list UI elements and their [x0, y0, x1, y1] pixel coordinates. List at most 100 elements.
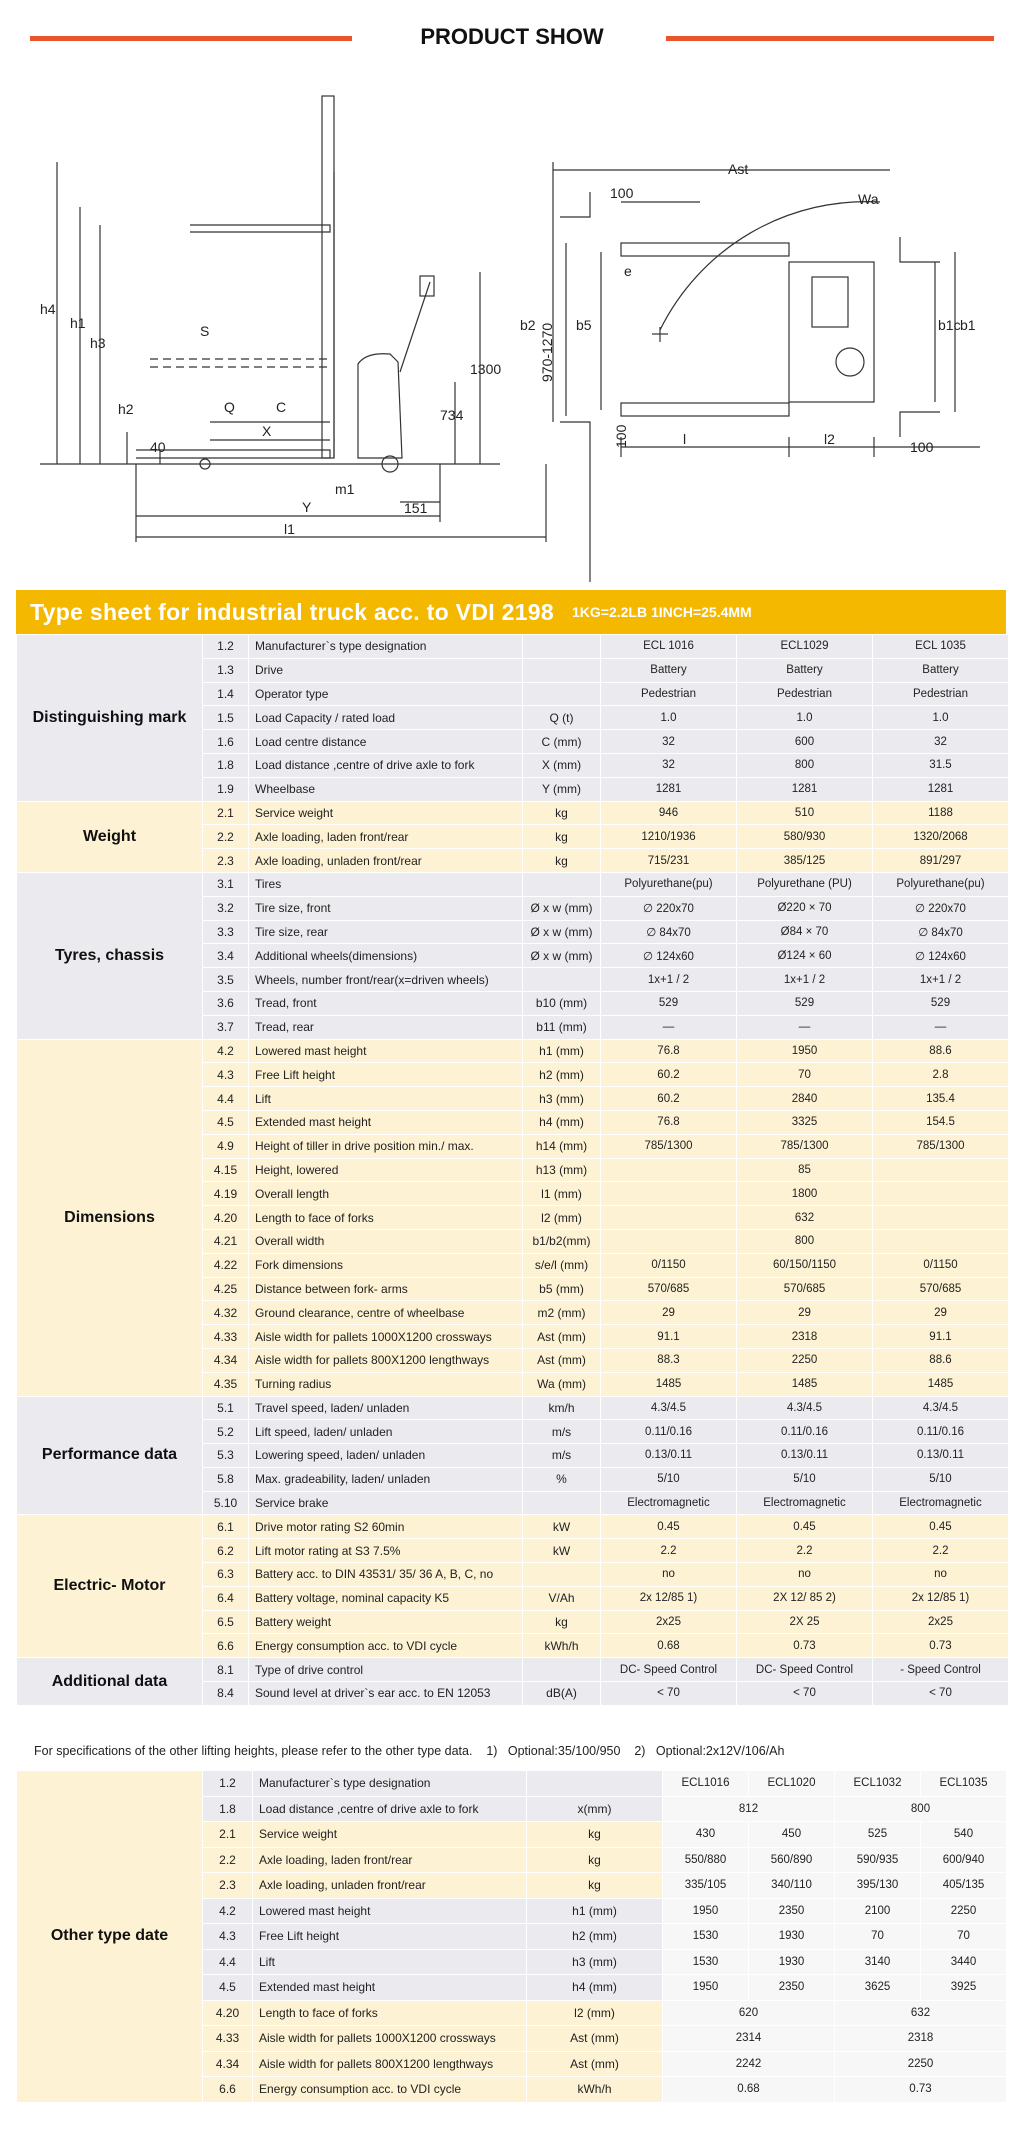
value: 529 — [600, 990, 737, 1016]
row-name: Lift speed, laden/ unladen — [248, 1419, 523, 1445]
value: 1950 — [736, 1038, 873, 1064]
value: 580/930 — [736, 824, 873, 850]
table-row: 3.6 Tread, front b10 (mm) 529 529 529 — [17, 990, 1009, 1016]
value: 76.8 — [600, 1038, 737, 1064]
value: ∅ 220x70 — [600, 895, 737, 921]
row-name: Tread, rear — [248, 1014, 523, 1040]
value: 0/1150 — [600, 1252, 737, 1278]
dimension-label: b1 — [960, 317, 976, 333]
row-unit: l1 (mm) — [522, 1181, 601, 1207]
value: 32 — [600, 729, 737, 754]
row-name: Aisle width for pallets 1000X1200 crossw… — [252, 2025, 527, 2052]
row-unit: h3 (mm) — [522, 1086, 601, 1111]
empty-cell — [522, 871, 601, 897]
value: 32 — [600, 752, 737, 778]
row-unit: m2 (mm) — [522, 1300, 601, 1326]
value: — — [600, 1014, 737, 1040]
row-unit: h14 (mm) — [522, 1133, 601, 1159]
value: ∅ 220x70 — [872, 895, 1009, 921]
value: 1485 — [872, 1371, 1009, 1397]
value: 540 — [920, 1821, 1007, 1848]
value: 1210/1936 — [600, 824, 737, 850]
value: 2350 — [748, 1974, 835, 2001]
table-row: 4.15 Height, lowered h13 (mm) 85 — [17, 1157, 1009, 1183]
value: 3925 — [920, 1974, 1007, 2001]
header: PRODUCT SHOW — [0, 0, 1024, 80]
truck-body — [357, 353, 403, 459]
dimension-label: Ast — [728, 161, 748, 177]
value: 2x25 — [600, 1609, 737, 1635]
value: 2250 — [834, 2050, 1007, 2077]
value: ECL1016 — [662, 1770, 749, 1797]
value: 70 — [736, 1062, 873, 1088]
value: ∅ 124x60 — [600, 943, 737, 969]
value: 0.45 — [872, 1514, 1009, 1540]
value: 340/110 — [748, 1872, 835, 1899]
table-row: 4.34 Aisle width for pallets 800X1200 len… — [17, 1347, 1009, 1373]
table-row: 2.2 Axle loading, laden front/rear kg 550/8… — [17, 1846, 1007, 1873]
row-name: Axle loading, laden front/rear — [252, 1846, 527, 1873]
dimension-label: m1 — [335, 481, 355, 497]
fork-raised — [190, 224, 331, 233]
value: 405/135 — [920, 1872, 1007, 1899]
row-number: 1.6 — [202, 729, 249, 754]
dimension-label: h1 — [70, 315, 86, 331]
value: ECL 1016 — [600, 634, 737, 659]
row-name: Operator type — [248, 681, 523, 707]
row-number: 4.2 — [202, 1038, 249, 1064]
row-unit: x(mm) — [526, 1795, 663, 1822]
value: Battery — [872, 657, 1009, 683]
value: ECL 1035 — [872, 634, 1009, 659]
row-number: 5.8 — [202, 1466, 249, 1492]
table-row: 6.2 Lift motor rating at S3 7.5% kW 2.2 2.2 2… — [17, 1538, 1009, 1564]
value: 135.4 — [872, 1086, 1009, 1111]
value: 891/297 — [872, 848, 1009, 873]
row-unit: Ast (mm) — [526, 2050, 663, 2077]
table-row: 1.9 Wheelbase Y (mm) 1281 1281 1281 — [17, 776, 1009, 802]
row-number: 4.20 — [202, 1205, 249, 1230]
row-name: Tire size, front — [248, 895, 523, 921]
empty-cell — [600, 1181, 737, 1207]
value: 154.5 — [872, 1109, 1009, 1135]
row-unit: h13 (mm) — [522, 1157, 601, 1183]
row-number: 4.20 — [202, 1999, 253, 2026]
dimension-label: h3 — [90, 335, 106, 351]
value: - Speed Control — [872, 1657, 1009, 1683]
row-name: Extended mast height — [248, 1109, 523, 1135]
table-row: 5.3 Lowering speed, laden/ unladen m/s 0.13… — [17, 1443, 1009, 1468]
value: 800 — [736, 1228, 873, 1254]
value: 2250 — [736, 1347, 873, 1373]
row-number: 3.2 — [202, 895, 249, 921]
row-name: Axle loading, unladen front/rear — [248, 848, 523, 873]
row-name: Lowering speed, laden/ unladen — [248, 1443, 523, 1468]
row-unit: h2 (mm) — [526, 1923, 663, 1950]
row-name: Max. gradeability, laden/ unladen — [248, 1466, 523, 1492]
row-unit: b10 (mm) — [522, 990, 601, 1016]
row-name: Battery weight — [248, 1609, 523, 1635]
section-label: Other type date — [16, 1770, 203, 2103]
value: Electromagnetic — [872, 1490, 1009, 1516]
wall — [899, 411, 940, 437]
table-row: Additional data 8.1 Type of drive control D… — [16, 1657, 1009, 1706]
side-view: h4 h1 h3 S h2 Q C X 40 m1 734 1300 151 Y… — [40, 95, 547, 542]
value: 800 — [736, 752, 873, 778]
header-title: PRODUCT SHOW — [420, 24, 604, 49]
row-unit: h1 (mm) — [526, 1897, 663, 1924]
value: 385/125 — [736, 848, 873, 873]
table-row: 5.2 Lift speed, laden/ unladen m/s 0.11/0.1… — [17, 1419, 1009, 1445]
value: 60.2 — [600, 1062, 737, 1088]
dimension-label: h4 — [40, 301, 56, 317]
table-row: 3.7 Tread, rear b11 (mm) — — — — [17, 1014, 1009, 1040]
row-number: 1.9 — [202, 776, 249, 802]
value: 4.3/4.5 — [736, 1395, 873, 1421]
row-number: 4.4 — [202, 1086, 249, 1111]
row-unit: Q (t) — [522, 705, 601, 731]
value: 31.5 — [872, 752, 1009, 778]
row-name: Wheels, number front/rear(x=driven wheel… — [248, 967, 523, 992]
dimension-label: 100 — [910, 439, 934, 455]
row-number: 4.3 — [202, 1062, 249, 1088]
value: 335/105 — [662, 1872, 749, 1899]
value: DC- Speed Control — [736, 1657, 873, 1683]
value: 590/935 — [834, 1846, 921, 1873]
row-number: 4.19 — [202, 1181, 249, 1207]
